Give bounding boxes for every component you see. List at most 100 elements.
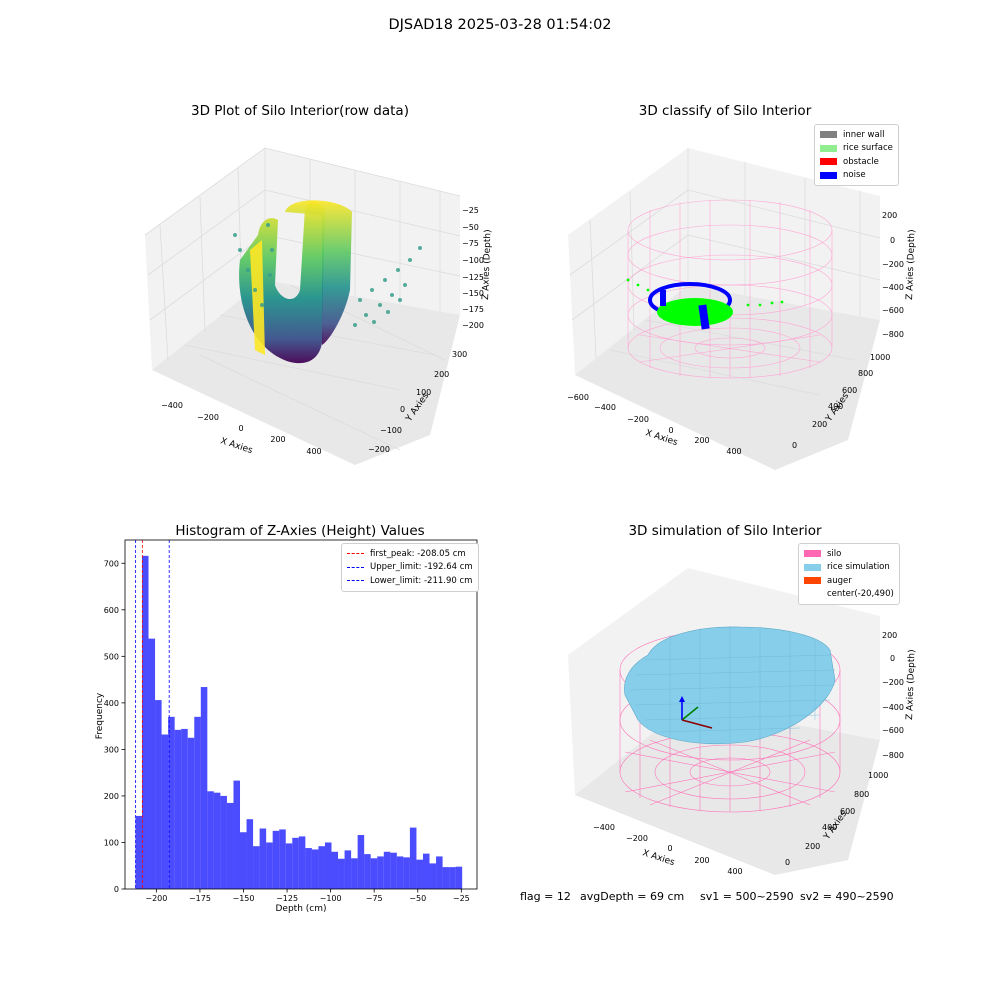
histogram-title: Histogram of Z-Axies (Height) Values [175, 523, 425, 539]
classify-ztick: −800 [882, 330, 904, 339]
classify-ztick: −400 [882, 283, 904, 292]
legend-entry-first-peak: first_peak: -208.05 cm [347, 547, 473, 561]
raw-xtick: 0 [238, 424, 243, 433]
histogram-ytick-label: 600 [104, 606, 119, 615]
raw-zlabel: Z Axies (Depth) [481, 229, 493, 300]
legend-entry-rice-simulation: rice simulation [804, 561, 894, 575]
sim-xtick: −400 [593, 823, 615, 832]
classify-ytick: 1000 [870, 353, 890, 362]
legend-entry-noise: noise [820, 169, 893, 183]
simulation-legend: silo rice simulation auger center(-20,49… [798, 543, 900, 605]
histogram-bar [311, 849, 319, 889]
histogram-bar [390, 852, 397, 889]
sim-ztick: −800 [882, 751, 904, 760]
histogram-bar [338, 858, 345, 889]
histogram-ytick-label: 500 [104, 652, 119, 661]
raw-xlabel: X Axies [219, 436, 254, 456]
legend-entry-lower-limit: Lower_limit: -211.90 cm [347, 574, 473, 588]
legend-entry-center: center(-20,490) [804, 588, 894, 602]
classify-ytick: 200 [812, 420, 827, 429]
histogram-ylabel: Frequency [95, 692, 105, 739]
raw-ztick: −125 [462, 273, 484, 282]
classify-xtick: −400 [594, 403, 616, 412]
histogram-bar [279, 829, 286, 889]
raw-ytick: −100 [380, 426, 402, 435]
sim-ytick: 200 [805, 842, 820, 851]
status-sv1: sv1 = 500~2590 [700, 890, 794, 903]
histogram-xtick-label: −50 [409, 894, 426, 903]
histogram-bar [364, 854, 371, 889]
histogram-bar [298, 836, 306, 889]
histogram-panel: Histogram of Z-Axies (Height) Values −20… [80, 520, 500, 920]
raw-xtick: −400 [161, 401, 183, 410]
histogram-bar [442, 867, 450, 889]
histogram-bar [324, 842, 332, 889]
legend-entry-inner-wall: inner wall [820, 128, 893, 142]
raw-ytick: −200 [368, 445, 390, 454]
histogram-bar [344, 850, 352, 889]
classify-ytick: 400 [828, 402, 843, 411]
histogram-bar [370, 858, 378, 889]
classify-xtick: −600 [567, 393, 589, 402]
histogram-bar [403, 857, 410, 889]
histogram-bar [240, 832, 247, 889]
histogram-bar [377, 856, 384, 889]
classify-xtick: 400 [726, 447, 741, 456]
histogram-bar [351, 858, 358, 889]
raw-ztick: −150 [462, 289, 484, 298]
histogram-xtick-label: −175 [189, 894, 211, 903]
classify-ytick: 0 [792, 441, 797, 450]
sim-ztick: 200 [882, 631, 897, 640]
raw-ytick: 100 [416, 388, 431, 397]
histogram-ytick-label: 400 [104, 699, 119, 708]
classify-ztick: −600 [882, 306, 904, 315]
raw-ztick: −175 [462, 305, 484, 314]
histogram-bar [213, 792, 221, 889]
histogram-xtick-label: −200 [145, 894, 167, 903]
sim-ytick: 600 [840, 807, 855, 816]
legend-entry-silo: silo [804, 547, 894, 561]
histogram-bar [318, 846, 325, 889]
histogram-bar [383, 851, 391, 889]
classify-xlabel: X Axies [644, 428, 679, 448]
raw-3d-title: 3D Plot of Silo Interior(row data) [191, 103, 409, 119]
legend-entry-auger: auger [804, 574, 894, 588]
status-avg-depth: avgDepth = 69 cm [580, 890, 685, 903]
raw-ztick: −75 [462, 239, 479, 248]
sim-zlabel: Z Axies (Depth) [905, 649, 917, 720]
raw-ztick: −25 [462, 206, 479, 215]
simulation-3d-panel: 3D simulation of Silo Interior [530, 520, 950, 880]
classify-xtick: 0 [668, 426, 673, 435]
classify-xtick: 200 [694, 436, 709, 445]
sim-ytick: 1000 [868, 771, 888, 780]
histogram-bar [253, 846, 260, 889]
sim-ztick: −200 [882, 678, 904, 687]
simulation-3d-canvas: −400 −200 0 200 400 0 200 400 600 800 10… [568, 568, 917, 876]
histogram-bar [409, 827, 417, 889]
raw-ytick: 0 [400, 405, 405, 414]
histogram-xtick-label: −150 [233, 894, 255, 903]
histogram-bar [233, 780, 241, 889]
histogram-bar [246, 819, 254, 889]
histogram-bar [285, 843, 293, 889]
histogram-bar [135, 815, 142, 889]
classify-ytick: 600 [842, 386, 857, 395]
histogram-bar [422, 853, 430, 889]
histogram-bar [220, 795, 227, 889]
histogram-bar [148, 638, 156, 889]
classify-3d-title: 3D classify of Silo Interior [638, 103, 812, 119]
histogram-ytick-label: 200 [104, 792, 119, 801]
figure-title: DJSAD18 2025-03-28 01:54:02 [388, 17, 612, 33]
histogram-bar [141, 555, 149, 889]
histogram-bar [155, 700, 162, 889]
histogram-ytick-label: 0 [114, 885, 119, 894]
histogram-bar [174, 729, 182, 889]
raw-ytick: 300 [452, 350, 467, 359]
classify-ztick: 200 [882, 211, 897, 220]
sim-ztick: −400 [882, 703, 904, 712]
histogram-canvas: −200 −175 −150 −125 −100 −75 −50 −25 0 100 200 300… [95, 539, 478, 914]
histogram-bar [194, 716, 201, 889]
sim-xtick: −200 [626, 834, 648, 843]
histogram-bar [455, 866, 463, 889]
histogram-xtick-label: −25 [453, 894, 470, 903]
